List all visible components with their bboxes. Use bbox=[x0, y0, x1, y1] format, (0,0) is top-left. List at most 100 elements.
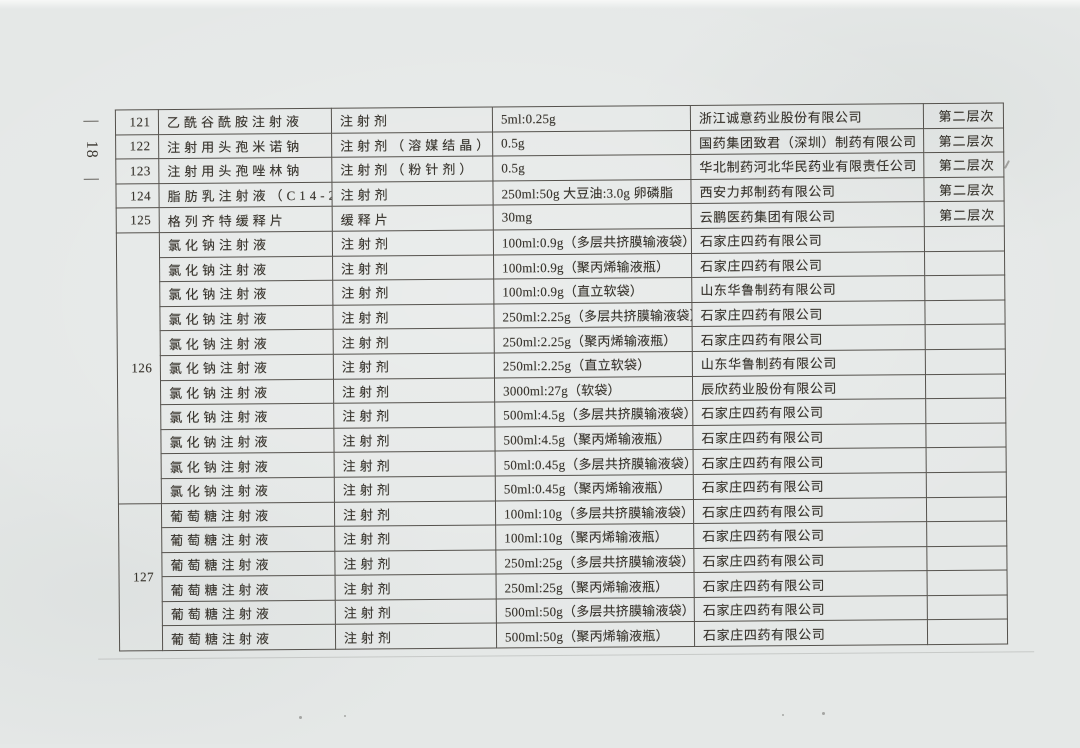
cell-form: 缓释片 bbox=[332, 205, 494, 232]
cell-tier bbox=[925, 373, 1006, 399]
cell-form: 注射剂 bbox=[333, 402, 495, 428]
cell-spec: 250ml:2.25g（直立软袋） bbox=[494, 351, 693, 378]
cell-manufacturer: 石家庄四药有限公司 bbox=[693, 521, 927, 549]
cell-manufacturer: 石家庄四药有限公司 bbox=[694, 595, 928, 622]
scan-speck bbox=[822, 712, 825, 715]
cell-form: 注射剂 bbox=[335, 574, 497, 601]
cell-tier bbox=[925, 398, 1006, 424]
page-number-dash-bottom: — bbox=[83, 170, 99, 187]
cell-number: 127 bbox=[118, 503, 163, 652]
cell-name: 氯化钠注射液 bbox=[159, 255, 333, 282]
cell-form: 注射剂 bbox=[333, 328, 495, 355]
cell-tier bbox=[926, 521, 1007, 547]
cell-tier: 第二层次 bbox=[923, 127, 1004, 153]
cell-manufacturer: 石家庄四药有限公司 bbox=[692, 423, 927, 450]
page-number-dash-top: — bbox=[83, 112, 99, 129]
cell-tier bbox=[926, 545, 1008, 571]
cell-name: 格列齐特缓释片 bbox=[159, 206, 333, 233]
cell-tier: 第二层次 bbox=[923, 152, 1004, 178]
cell-tier: 第二层次 bbox=[924, 201, 1005, 227]
cell-spec: 250ml:2.25g（多层共挤膜输液袋） bbox=[493, 302, 693, 329]
cell-name: 氯化钠注射液 bbox=[160, 378, 334, 405]
cell-name: 氯化钠注射液 bbox=[160, 329, 334, 356]
cell-name: 脂肪乳注射液（C14-24） bbox=[158, 182, 333, 209]
cell-name: 葡萄糖注射液 bbox=[161, 526, 335, 553]
cell-number: 126 bbox=[116, 232, 162, 504]
cell-form: 注射剂 bbox=[333, 352, 495, 379]
cell-spec: 500ml:50g（聚丙烯输液瓶） bbox=[496, 621, 695, 649]
cell-name: 注射用头孢唑林钠 bbox=[158, 157, 332, 184]
cell-manufacturer: 石家庄四药有限公司 bbox=[694, 620, 928, 647]
cell-manufacturer: 石家庄四药有限公司 bbox=[692, 324, 926, 352]
cell-spec: 500ml:4.5g（多层共挤膜输液袋） bbox=[494, 400, 693, 427]
cell-form: 注射剂 bbox=[334, 451, 496, 478]
cell-tier bbox=[924, 250, 1005, 276]
cell-form: 注射剂 bbox=[332, 229, 494, 256]
cell-spec: 0.5g bbox=[492, 130, 691, 157]
cell-form: 注射剂 bbox=[332, 303, 495, 330]
cell-spec: 100ml:0.9g（多层共挤膜输液袋） bbox=[493, 228, 692, 255]
cell-spec: 100ml:10g（多层共挤膜输液袋） bbox=[495, 498, 694, 526]
cell-name: 氯化钠注射液 bbox=[161, 477, 335, 504]
cell-tier bbox=[925, 348, 1006, 375]
drug-table: 121 乙酰谷酰胺注射液 注射剂 5ml:0.25g 浙江诚意药业股份有限公司 第二层次 1… bbox=[115, 103, 1008, 652]
cell-name: 葡萄糖注射液 bbox=[162, 600, 336, 627]
cell-manufacturer: 石家庄四药有限公司 bbox=[694, 570, 928, 598]
cell-form: 注射剂 bbox=[334, 475, 496, 502]
cell-manufacturer: 山东华鲁制药有限公司 bbox=[692, 349, 926, 376]
cell-form: 注射剂（溶媒结晶） bbox=[331, 131, 493, 158]
cell-number: 121 bbox=[115, 109, 159, 135]
cell-manufacturer: 石家庄四药有限公司 bbox=[692, 398, 926, 426]
cell-manufacturer: 云鹏医药集团有限公司 bbox=[691, 202, 925, 229]
scan-shadow-line bbox=[98, 651, 1035, 660]
cell-spec: 0.5g bbox=[492, 154, 691, 181]
cell-spec: 100ml:10g（聚丙烯输液瓶） bbox=[495, 523, 694, 550]
cell-manufacturer: 国药集团致君（深圳）制药有限公司 bbox=[690, 128, 924, 155]
cell-name: 葡萄糖注射液 bbox=[162, 624, 336, 651]
cell-manufacturer: 西安力邦制药有限公司 bbox=[690, 177, 925, 204]
cell-form: 注射剂 bbox=[332, 279, 494, 306]
cell-name: 葡萄糖注射液 bbox=[162, 575, 336, 602]
cell-number: 125 bbox=[116, 208, 160, 233]
cell-manufacturer: 石家庄四药有限公司 bbox=[691, 226, 925, 254]
scan-speck bbox=[782, 714, 784, 716]
cell-spec: 250ml:25g（聚丙烯输液瓶） bbox=[496, 572, 695, 599]
cell-number: 122 bbox=[115, 134, 159, 160]
cell-name: 氯化钠注射液 bbox=[159, 305, 334, 331]
cell-form: 注射剂 bbox=[334, 525, 496, 551]
cell-spec: 30mg bbox=[493, 203, 692, 230]
cell-name: 氯化钠注射液 bbox=[160, 427, 335, 454]
cell-spec: 100ml:0.9g（直立软袋） bbox=[493, 277, 692, 304]
scan-speck bbox=[344, 715, 346, 717]
scan-speck bbox=[299, 716, 302, 719]
cell-tier: 第二层次 bbox=[923, 103, 1004, 129]
cell-tier bbox=[925, 324, 1006, 350]
cell-tier bbox=[926, 447, 1007, 473]
cell-tier bbox=[925, 422, 1007, 448]
cell-manufacturer: 华北制药河北华民药业有限责任公司 bbox=[690, 152, 924, 180]
cell-tier bbox=[927, 619, 1008, 645]
cell-number: 124 bbox=[115, 183, 160, 209]
cell-manufacturer: 浙江诚意药业股份有限公司 bbox=[690, 103, 924, 131]
cell-manufacturer: 石家庄四药有限公司 bbox=[691, 300, 926, 327]
cell-tier bbox=[924, 225, 1005, 252]
cell-tier bbox=[926, 471, 1007, 498]
cell-manufacturer: 山东华鲁制药有限公司 bbox=[691, 275, 925, 303]
cell-spec: 50ml:0.45g（聚丙烯输液瓶） bbox=[495, 474, 694, 501]
cell-manufacturer: 石家庄四药有限公司 bbox=[693, 447, 927, 475]
cell-form: 注射剂 bbox=[331, 107, 493, 133]
cell-tier bbox=[924, 275, 1005, 301]
cell-name: 氯化钠注射液 bbox=[160, 354, 334, 381]
cell-name: 氯化钠注射液 bbox=[160, 403, 334, 430]
cell-manufacturer: 石家庄四药有限公司 bbox=[691, 251, 925, 278]
cell-form: 注射剂（粉针剂） bbox=[331, 156, 493, 183]
cell-spec: 250ml:50g 大豆油:3.0g 卵磷脂 bbox=[492, 179, 692, 206]
cell-form: 注射剂 bbox=[331, 180, 494, 207]
page-number-value: 18 bbox=[83, 140, 101, 159]
cell-manufacturer: 石家庄四药有限公司 bbox=[693, 472, 927, 499]
cell-name: 氯化钠注射液 bbox=[159, 280, 333, 307]
cell-form: 注射剂 bbox=[332, 254, 494, 281]
cell-spec: 500ml:50g（多层共挤膜输液袋） bbox=[496, 597, 695, 624]
cell-spec: 50ml:0.45g（多层共挤膜输液袋） bbox=[495, 449, 694, 476]
